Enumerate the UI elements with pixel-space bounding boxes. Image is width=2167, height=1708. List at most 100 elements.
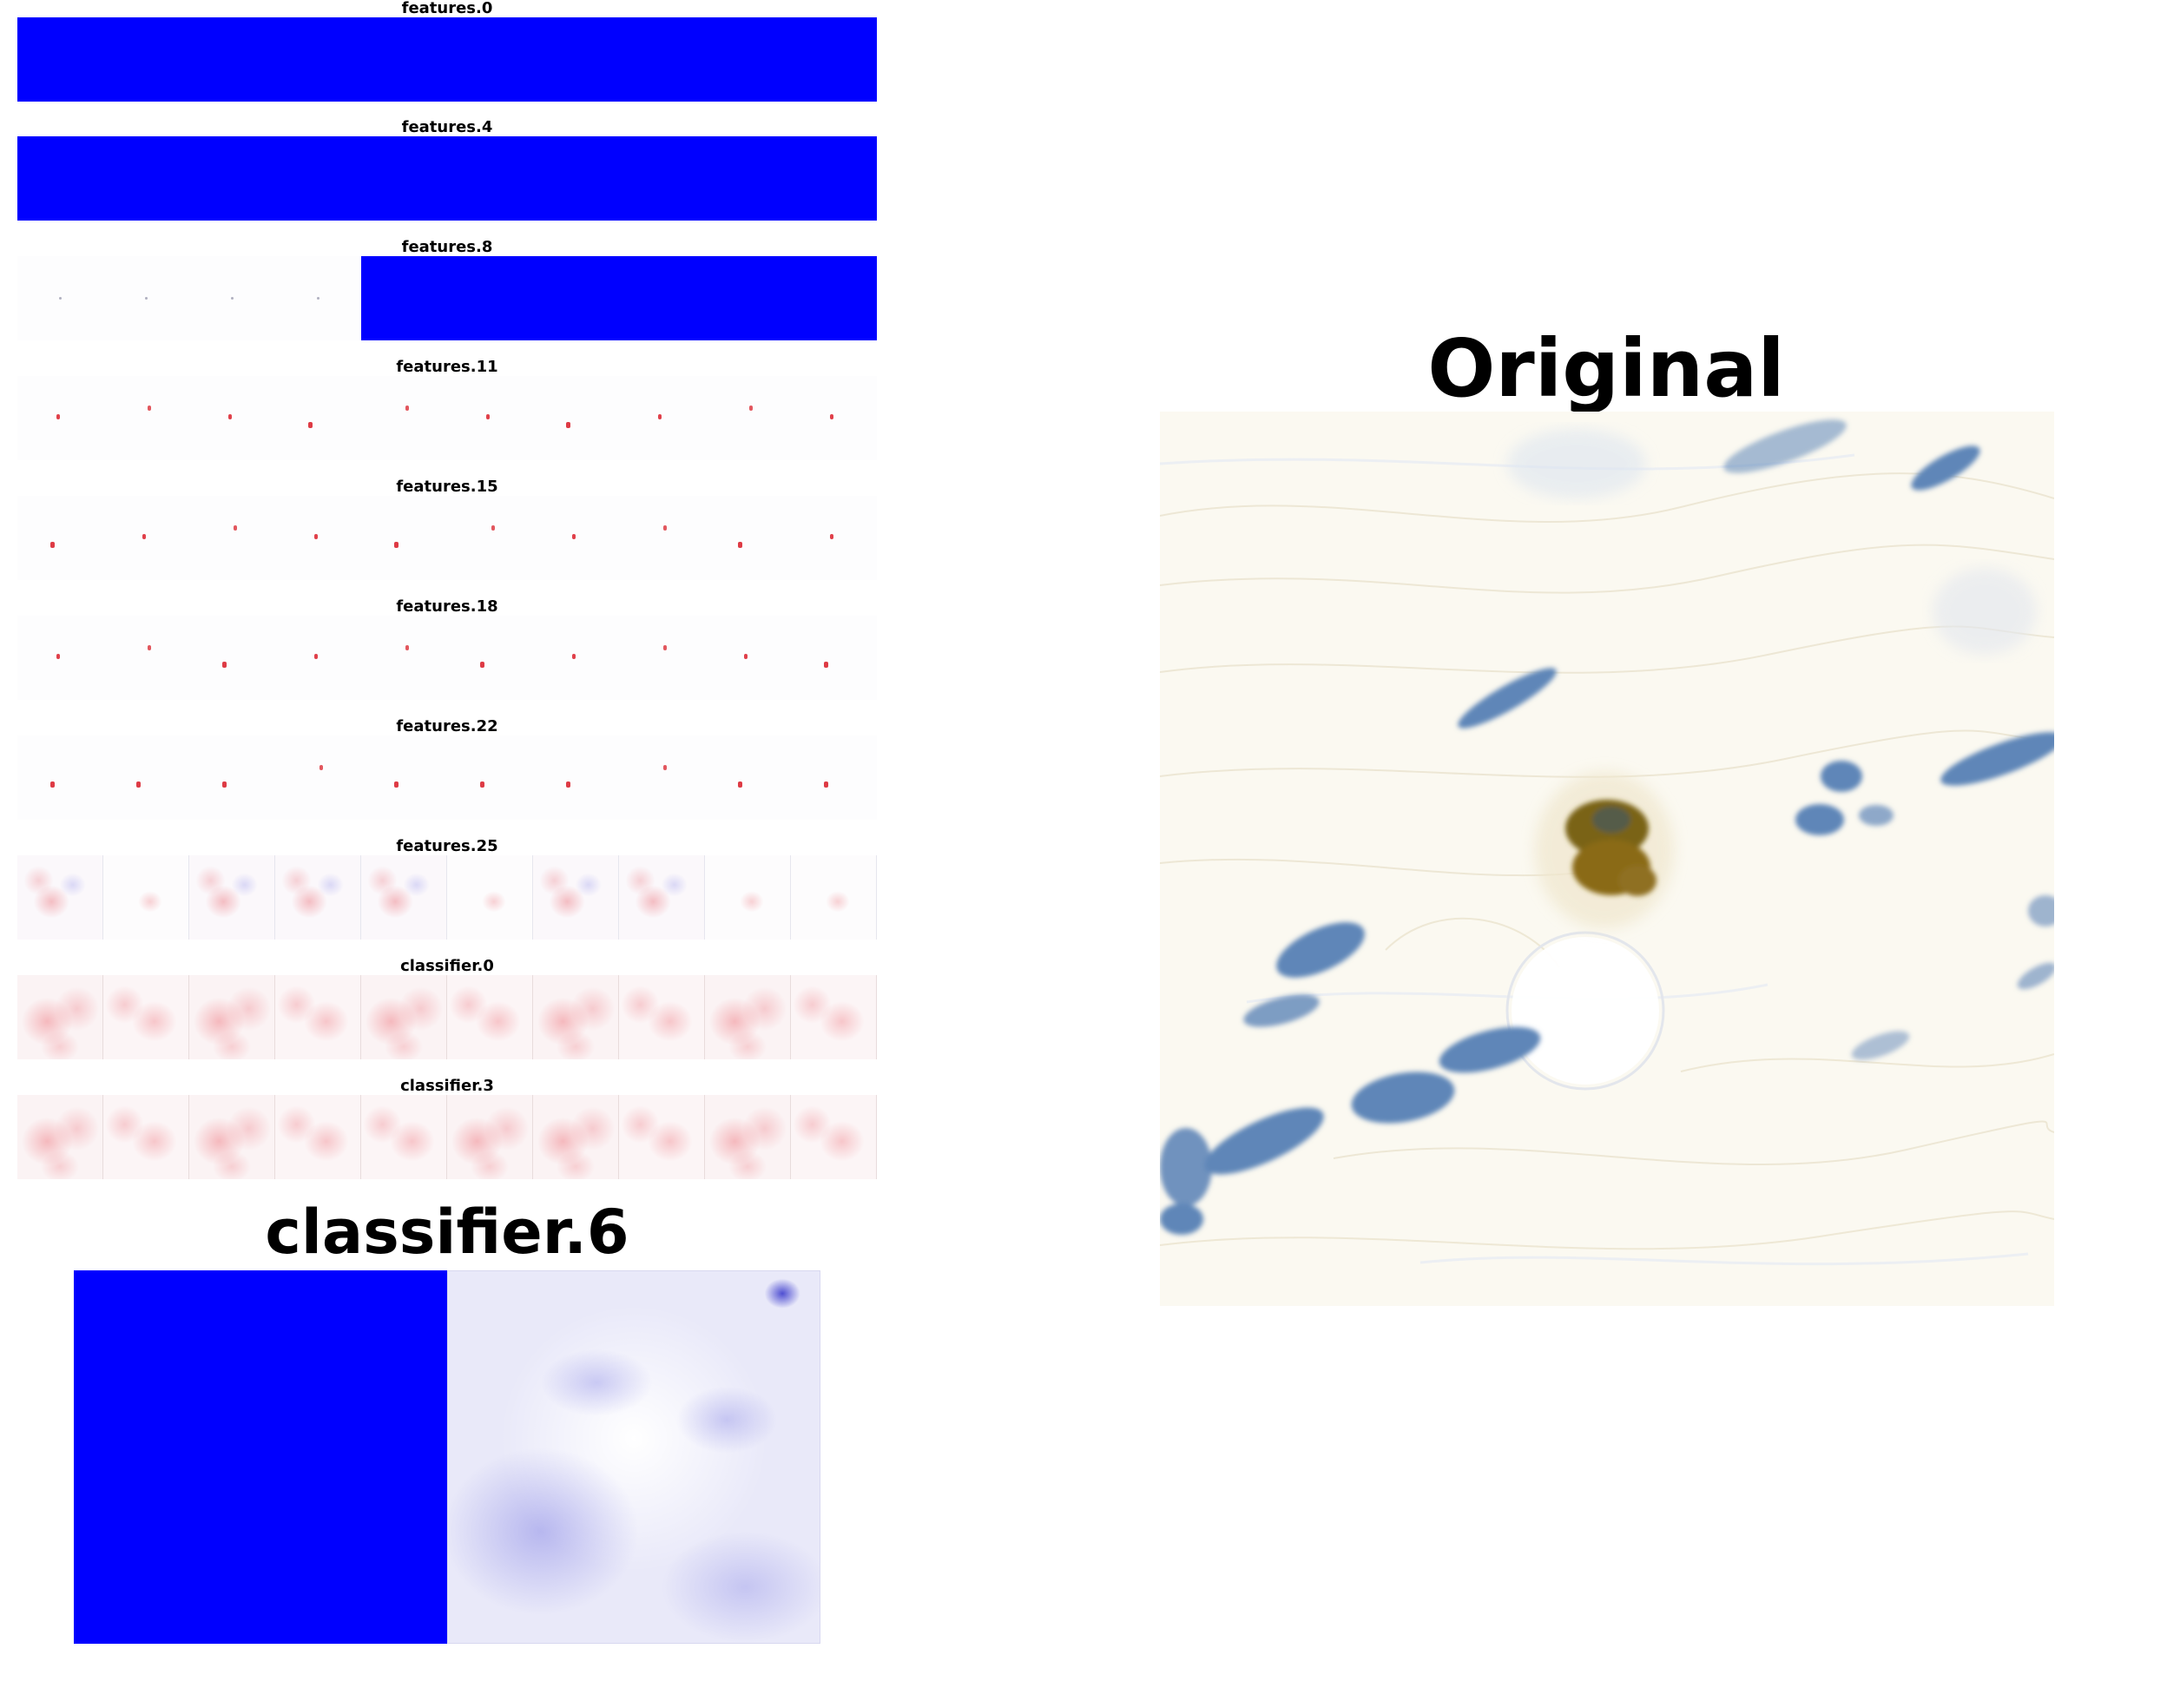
activation-tile — [74, 1270, 447, 1644]
activation-tile — [189, 496, 275, 580]
activation-tile — [791, 735, 877, 820]
activation-tile — [103, 376, 189, 460]
panel-title-classifier-0: classifier.0 — [400, 957, 494, 975]
tissue-illustration — [1160, 412, 2054, 1306]
activation-tile — [705, 1095, 791, 1179]
original-tissue-image — [1160, 412, 2054, 1306]
activation-tile — [447, 496, 533, 580]
panel-title-features-22: features.22 — [396, 717, 498, 735]
activation-tile — [619, 735, 705, 820]
activation-tile — [17, 735, 103, 820]
activation-tile — [447, 735, 533, 820]
activation-tile — [17, 136, 877, 221]
activation-tile — [275, 616, 361, 700]
activation-tile — [17, 855, 103, 940]
activation-strip-classifier-0 — [17, 975, 877, 1059]
activation-tile — [189, 855, 275, 940]
activation-tile — [447, 376, 533, 460]
activation-tile — [103, 1095, 189, 1179]
activation-tile — [361, 735, 447, 820]
activation-tile — [361, 616, 447, 700]
panel-title-features-4: features.4 — [401, 118, 493, 136]
activation-tile — [17, 1095, 103, 1179]
panel-title-features-11: features.11 — [396, 358, 498, 376]
activation-tile — [619, 975, 705, 1059]
activation-tile — [189, 735, 275, 820]
activation-tile — [17, 376, 103, 460]
activation-strip-classifier-3 — [17, 1095, 877, 1179]
activation-tile — [791, 1095, 877, 1179]
activation-tile — [361, 376, 447, 460]
activation-strip-features-8 — [17, 256, 877, 340]
activation-strip-features-15 — [17, 496, 877, 580]
activation-tile — [619, 1095, 705, 1179]
activation-panel-classifier-6 — [74, 1270, 820, 1644]
activation-tile — [447, 1270, 820, 1644]
activation-tile — [275, 855, 361, 940]
activation-tile — [17, 616, 103, 700]
activation-tile — [103, 855, 189, 940]
activation-tile — [189, 256, 275, 340]
activation-tile — [17, 496, 103, 580]
activation-strip-features-4 — [17, 136, 877, 221]
activation-tile — [447, 975, 533, 1059]
activation-tile — [447, 855, 533, 940]
activation-tile — [103, 256, 189, 340]
activation-tile — [533, 855, 619, 940]
activation-tile — [533, 735, 619, 820]
activation-tile — [17, 256, 103, 340]
activation-tile — [791, 496, 877, 580]
activation-tile — [275, 975, 361, 1059]
activation-strip-features-25 — [17, 855, 877, 940]
panel-title-classifier-6: classifier.6 — [265, 1197, 629, 1268]
activation-tile — [361, 975, 447, 1059]
activation-tile — [705, 496, 791, 580]
activation-tile — [447, 616, 533, 700]
activation-tile — [533, 496, 619, 580]
activation-tile — [533, 376, 619, 460]
activation-tile — [361, 1095, 447, 1179]
activation-tile — [533, 975, 619, 1059]
activation-tile — [275, 496, 361, 580]
activation-tile — [361, 496, 447, 580]
activation-tile — [705, 975, 791, 1059]
activation-tile — [275, 256, 361, 340]
activation-tile — [619, 376, 705, 460]
activation-tile — [619, 616, 705, 700]
activation-tile — [275, 376, 361, 460]
activation-tile — [705, 376, 791, 460]
activation-tile — [619, 855, 705, 940]
activation-tile — [361, 855, 447, 940]
activation-tile — [619, 496, 705, 580]
panel-title-features-0: features.0 — [401, 0, 493, 17]
activation-tile — [103, 975, 189, 1059]
panel-title-features-8: features.8 — [401, 238, 493, 256]
panel-title-features-25: features.25 — [396, 837, 498, 855]
activation-tile — [275, 735, 361, 820]
activation-tile — [533, 1095, 619, 1179]
activation-tile — [705, 735, 791, 820]
activation-tile — [791, 616, 877, 700]
activation-strip-features-11 — [17, 376, 877, 460]
activation-tile — [361, 256, 877, 340]
activation-tile — [103, 735, 189, 820]
activation-tile — [791, 975, 877, 1059]
activation-tile — [103, 496, 189, 580]
activation-tile — [533, 616, 619, 700]
panel-title-classifier-3: classifier.3 — [400, 1077, 494, 1095]
activation-strip-features-18 — [17, 616, 877, 700]
activation-strip-features-0 — [17, 17, 877, 102]
activation-strip-features-22 — [17, 735, 877, 820]
activation-tile — [791, 855, 877, 940]
activation-tile — [17, 17, 877, 102]
panel-title-features-15: features.15 — [396, 478, 498, 496]
activation-tile — [189, 1095, 275, 1179]
activation-tile — [103, 616, 189, 700]
activation-tile — [791, 376, 877, 460]
panel-title-features-18: features.18 — [396, 597, 498, 616]
activation-tile — [189, 376, 275, 460]
activation-tile — [189, 616, 275, 700]
activation-tile — [705, 616, 791, 700]
activation-tile — [705, 855, 791, 940]
activation-tile — [275, 1095, 361, 1179]
